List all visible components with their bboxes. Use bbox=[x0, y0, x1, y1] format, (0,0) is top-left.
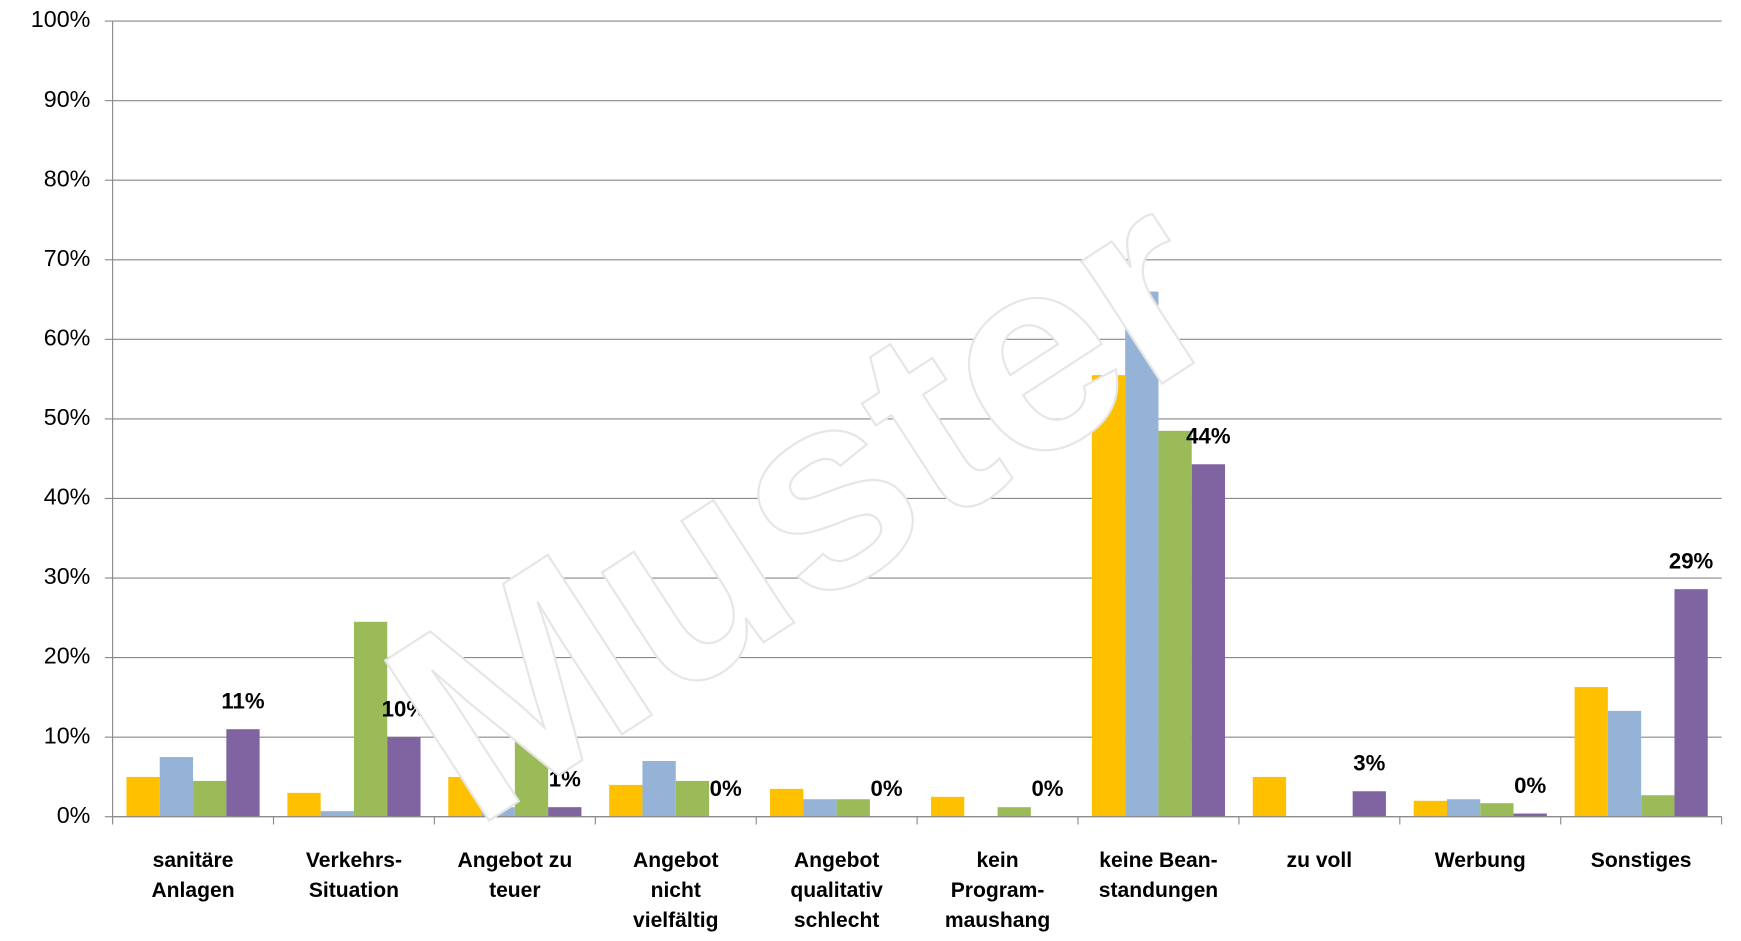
x-tick-label-line: vielfältig bbox=[633, 909, 719, 932]
bar bbox=[642, 761, 676, 817]
y-tick-label: 20% bbox=[44, 643, 91, 669]
x-tick-label-line: Angebot bbox=[633, 849, 718, 872]
bar bbox=[159, 757, 194, 817]
x-tick-label: Werbung bbox=[1435, 849, 1526, 872]
x-tick-label: keine Bean-standungen bbox=[1099, 849, 1218, 902]
x-tick-label-line: schlecht bbox=[794, 909, 880, 932]
x-tick-label-line: Situation bbox=[309, 879, 399, 902]
x-tick-label-line: Verkehrs- bbox=[306, 849, 402, 872]
bar bbox=[1641, 795, 1675, 817]
x-tick-label-line: nicht bbox=[651, 879, 701, 902]
bar bbox=[1674, 589, 1708, 817]
x-tick-label-line: Anlagen bbox=[151, 879, 234, 902]
bar bbox=[287, 792, 321, 817]
x-tick-label: Angebot nicht vielfältig bbox=[633, 849, 719, 932]
bar bbox=[997, 807, 1031, 817]
x-tick-label-line: keine Bean- bbox=[1099, 849, 1217, 872]
x-tick-label: Angebot qualitativ schlecht bbox=[790, 849, 883, 932]
bar bbox=[1513, 813, 1547, 817]
data-label: 3% bbox=[1353, 750, 1385, 775]
data-label: 10% bbox=[382, 696, 427, 721]
data-label: 11% bbox=[221, 688, 264, 713]
y-tick-label: 40% bbox=[44, 484, 91, 510]
x-tick-label-line: Sonstiges bbox=[1591, 849, 1692, 872]
x-tick-label: Angebot zu teuer bbox=[457, 849, 572, 902]
y-tick-label: 90% bbox=[44, 86, 91, 112]
data-label: 0% bbox=[1031, 776, 1063, 801]
x-tick-label-line: maushang bbox=[945, 909, 1050, 932]
bar bbox=[548, 807, 582, 817]
bar bbox=[353, 621, 388, 817]
x-tick-label-line: teuer bbox=[489, 879, 541, 902]
x-tick-label-line: Angebot bbox=[794, 849, 879, 872]
bar bbox=[1091, 375, 1126, 817]
x-tick-label: Verkehrs- Situation bbox=[306, 849, 402, 902]
bar bbox=[126, 776, 160, 817]
data-label: 44% bbox=[1186, 423, 1231, 448]
y-tick-label: 60% bbox=[44, 324, 91, 350]
y-tick-label: 80% bbox=[44, 165, 91, 191]
bar bbox=[609, 784, 643, 817]
bar bbox=[1158, 430, 1192, 817]
bar bbox=[1413, 800, 1447, 817]
bar bbox=[930, 796, 965, 817]
x-tick-label-line: standungen bbox=[1099, 879, 1218, 902]
data-label: 0% bbox=[871, 776, 903, 801]
data-label: 0% bbox=[1514, 773, 1546, 798]
y-tick-label: 70% bbox=[44, 245, 91, 271]
data-label: 1% bbox=[549, 766, 581, 791]
y-tick-label: 0% bbox=[57, 802, 91, 828]
y-tick-label: 30% bbox=[44, 563, 91, 589]
data-label: 0% bbox=[710, 776, 742, 801]
bar bbox=[836, 799, 870, 817]
x-tick-label-line: Angebot zu bbox=[457, 849, 572, 872]
bar bbox=[387, 737, 421, 817]
bar bbox=[1446, 799, 1481, 817]
bar bbox=[675, 780, 710, 817]
x-tick-label-line: sanitäre bbox=[153, 849, 234, 872]
bar bbox=[226, 729, 260, 817]
x-tick-label-line: Program- bbox=[951, 879, 1045, 902]
x-tick-label: kein Program-maushang bbox=[945, 849, 1050, 932]
x-tick-label-line: qualitativ bbox=[790, 879, 883, 902]
x-tick-label-line: zu voll bbox=[1287, 849, 1353, 872]
x-tick-label: zu voll bbox=[1287, 849, 1353, 872]
x-tick-label: Sonstiges bbox=[1591, 849, 1692, 872]
bar bbox=[1574, 687, 1608, 817]
bar bbox=[481, 807, 515, 817]
x-tick-label-line: kein bbox=[976, 849, 1018, 872]
bar bbox=[1252, 776, 1287, 817]
bar bbox=[1125, 291, 1159, 817]
y-tick-label: 50% bbox=[44, 404, 91, 430]
bar bbox=[448, 776, 482, 817]
bar bbox=[320, 811, 354, 817]
x-tick-label-line: Werbung bbox=[1435, 849, 1526, 872]
bar bbox=[193, 780, 227, 817]
bar bbox=[1191, 464, 1226, 817]
y-tick-label: 100% bbox=[31, 6, 91, 32]
bar bbox=[770, 788, 804, 817]
plot: 0% 10% 20% 30% 40% 50% 60% 70% 80% 90% 100% 11% 10% 1… bbox=[31, 6, 1723, 932]
bar bbox=[1607, 710, 1642, 817]
bar bbox=[514, 733, 549, 817]
bar bbox=[803, 799, 837, 817]
x-tick-label: sanitäre Anlagen bbox=[151, 849, 234, 902]
data-label: 29% bbox=[1669, 548, 1714, 573]
bar bbox=[1352, 791, 1386, 817]
bar bbox=[1480, 803, 1514, 817]
y-tick-label: 10% bbox=[44, 722, 91, 748]
